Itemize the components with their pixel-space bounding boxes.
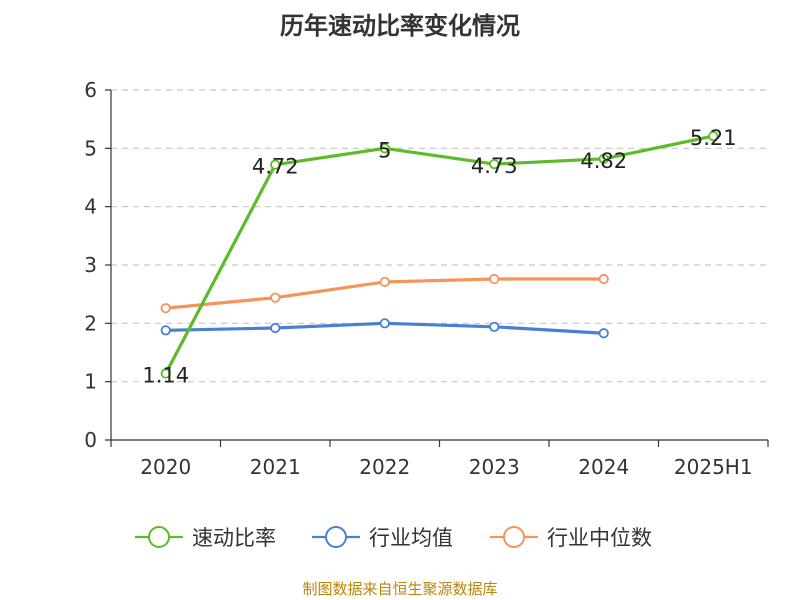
series-速动比率 — [160, 130, 719, 379]
series-line — [164, 134, 715, 376]
y-tick-label: 3 — [84, 253, 97, 277]
data-point — [379, 276, 390, 288]
data-label: 5.21 — [690, 126, 737, 150]
legend-item-行业均值: 行业均值 — [312, 526, 453, 550]
series-行业均值 — [160, 318, 609, 339]
legend: 速动比率 行业均值 行业中位数 — [135, 526, 652, 550]
data-point — [379, 318, 390, 329]
data-label: 5 — [378, 138, 391, 162]
x-tick-label-2023: 2023 — [469, 455, 520, 479]
y-tick-label: 2 — [84, 311, 97, 335]
x-tick-label-2020: 2020 — [140, 455, 191, 479]
chart-title: 历年速动比率变化情况 — [280, 12, 520, 40]
y-tick-label: 5 — [84, 136, 97, 160]
legend-marker — [325, 526, 347, 548]
legend-marker — [503, 526, 525, 548]
y-tick-label: 1 — [84, 370, 97, 394]
series-行业中位数 — [160, 273, 609, 314]
data-source-note: 制图数据来自恒生聚源数据库 — [302, 580, 498, 598]
data-point — [489, 158, 500, 170]
data-point — [270, 322, 281, 334]
y-tick-label: 6 — [84, 78, 97, 102]
data-point — [598, 328, 609, 339]
gridlines — [111, 89, 768, 383]
data-label: 4.72 — [252, 155, 299, 179]
x-tick-label-2021: 2021 — [250, 455, 301, 479]
data-point — [160, 303, 171, 314]
x-tick-label-2022: 2022 — [359, 455, 410, 479]
legend-marker — [148, 526, 170, 548]
data-label: 4.73 — [471, 154, 518, 178]
data-point — [270, 292, 281, 303]
legend-label: 速动比率 — [192, 526, 276, 550]
series-layer — [160, 130, 719, 379]
data-point — [708, 130, 719, 142]
data-labels: 1.14 4.72 5 4.73 4.82 5.21 — [142, 126, 736, 387]
data-point — [489, 321, 500, 332]
data-point — [489, 273, 500, 285]
x-tick-label-2024: 2024 — [578, 455, 629, 479]
legend-label: 行业中位数 — [547, 526, 652, 550]
data-point — [160, 368, 171, 379]
data-label: 1.14 — [142, 364, 189, 388]
legend-item-速动比率: 速动比率 — [135, 526, 276, 550]
y-tick-label: 4 — [84, 195, 97, 219]
data-label: 4.82 — [580, 149, 627, 173]
legend-label: 行业均值 — [369, 526, 453, 550]
legend-item-行业中位数: 行业中位数 — [490, 526, 652, 550]
data-point — [598, 273, 609, 285]
data-point — [598, 153, 609, 164]
data-point — [270, 159, 281, 170]
y-tick-label: 0 — [84, 428, 97, 452]
x-tick-label-2025H1: 2025H1 — [674, 455, 753, 479]
data-point — [379, 143, 390, 154]
axes: 0 1 2 3 4 5 6 2020 2021 2022 2023 2024 2025H1 — [84, 78, 769, 479]
data-point — [160, 325, 171, 336]
